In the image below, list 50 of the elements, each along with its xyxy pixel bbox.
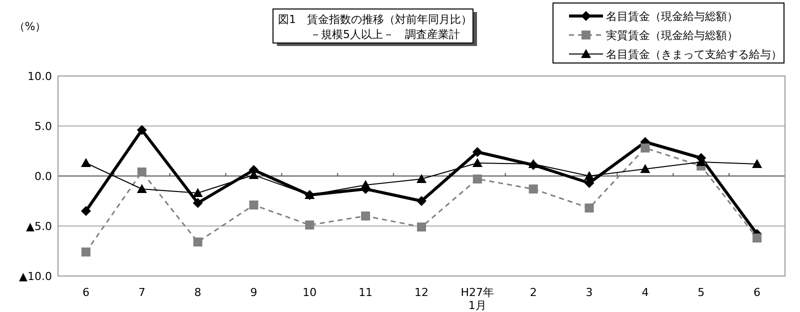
point (249, 200, 258, 210)
x-tick-label: 12 (414, 286, 428, 299)
point (416, 196, 426, 206)
point (640, 164, 650, 173)
x-tick-label: 8 (194, 286, 202, 299)
x-tick-label: 5 (698, 286, 705, 299)
y-tick-label: 0.0 (34, 170, 52, 183)
point (584, 204, 594, 212)
x-tick-label: 3 (586, 286, 593, 299)
legend-label: 実質賃金（現金給与総額） (606, 29, 738, 42)
x-tick-label: 10 (302, 286, 317, 299)
point (360, 180, 371, 189)
point (193, 238, 202, 246)
x-tick-label: 9 (250, 286, 258, 299)
point (417, 222, 426, 232)
x-tick-label: 7 (138, 286, 146, 299)
point (136, 125, 147, 135)
point (192, 188, 203, 197)
point (752, 234, 762, 242)
x-tick-label: 2 (530, 286, 537, 299)
point (80, 158, 91, 167)
chart-title: 図1 賃金指数の推移（対前年同月比） (278, 13, 472, 26)
point (81, 248, 90, 256)
legend-label: 名目賃金（現金給与総額） (606, 10, 738, 23)
point (472, 174, 482, 184)
point (472, 147, 482, 157)
point (305, 220, 314, 230)
point (472, 158, 482, 167)
x-tick-label: 6 (754, 286, 761, 299)
y-tick-label: 10.0 (28, 70, 52, 83)
point (584, 171, 594, 180)
point (136, 184, 147, 193)
y-axis-title: （%） (14, 20, 46, 33)
x-tick-label: 4 (642, 286, 649, 299)
chart-subtitle: －規模5人以上－ 調査産業計 (310, 28, 460, 41)
point (416, 174, 426, 183)
x-tick-label: 6 (82, 286, 90, 299)
x-tick-label: 11 (358, 286, 373, 299)
point (361, 212, 370, 220)
point (640, 144, 650, 152)
y-tick-label: ▲10.0 (19, 270, 52, 283)
point (192, 198, 203, 208)
point (752, 159, 762, 168)
legend-label: 名目賃金（きまって支給する給与） (606, 48, 782, 61)
point (137, 168, 146, 176)
y-tick-label: 5.0 (34, 120, 52, 133)
y-tick-label: ▲5.0 (26, 220, 52, 233)
x-tick-label: H27年 1月 (460, 286, 494, 312)
point (80, 206, 91, 216)
point (528, 184, 538, 194)
